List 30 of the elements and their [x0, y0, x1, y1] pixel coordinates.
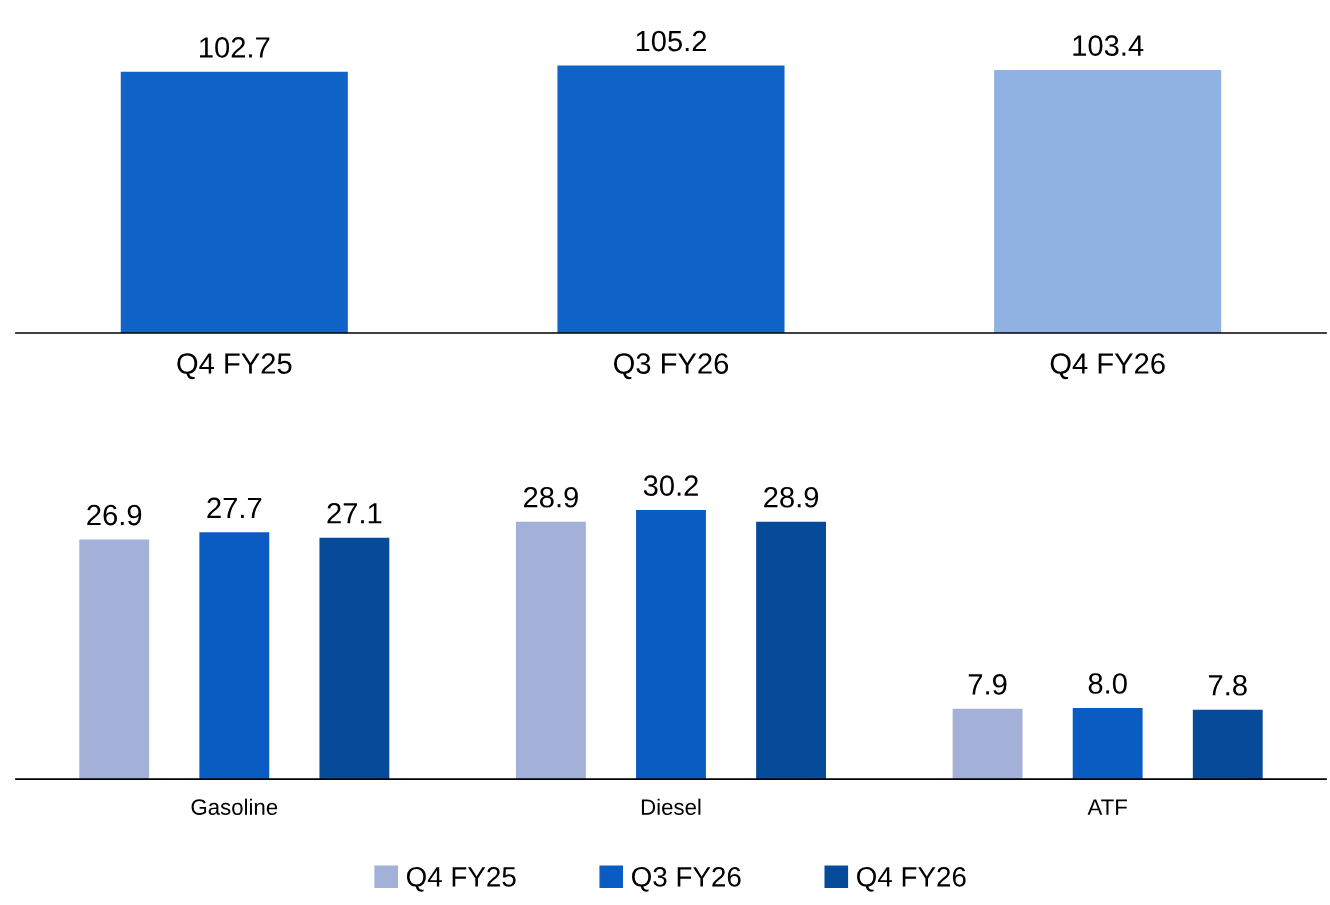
- data-label: 28.9: [523, 486, 578, 508]
- bar: [79, 539, 150, 780]
- data-label: 27.1: [327, 502, 382, 524]
- bar: [1072, 707, 1143, 780]
- data-label: 7.9: [968, 674, 1007, 695]
- bar: [1192, 709, 1263, 780]
- data-label: 8.0: [1088, 673, 1127, 694]
- x-tick-label: Gasoline: [191, 798, 278, 815]
- legend-label: Q4 FY26: [857, 866, 966, 892]
- data-label: 105.2: [636, 30, 707, 52]
- data-label: 27.7: [207, 497, 262, 518]
- data-label: 30.2: [643, 475, 698, 496]
- bar: [636, 510, 706, 780]
- x-tick-label: Q4 FY25: [177, 353, 292, 380]
- data-label: 102.7: [200, 37, 270, 58]
- x-tick-label: Diesel: [641, 798, 701, 815]
- legend-label: Q3 FY26: [632, 866, 741, 892]
- bar: [756, 521, 827, 780]
- bar: [319, 537, 390, 780]
- legend-label: Q4 FY25: [406, 866, 516, 892]
- x-tick-label: Q3 FY26: [614, 353, 729, 380]
- data-label: 28.9: [764, 486, 819, 508]
- x-tick-label: Q4 FY26: [1050, 353, 1165, 380]
- bar: [199, 532, 270, 780]
- data-label: 26.9: [87, 504, 142, 526]
- x-tick-label: ATF: [1087, 799, 1127, 815]
- data-label: 103.4: [1073, 35, 1144, 56]
- bar: [515, 521, 586, 780]
- data-label: 7.8: [1208, 674, 1247, 696]
- bar: [952, 708, 1023, 780]
